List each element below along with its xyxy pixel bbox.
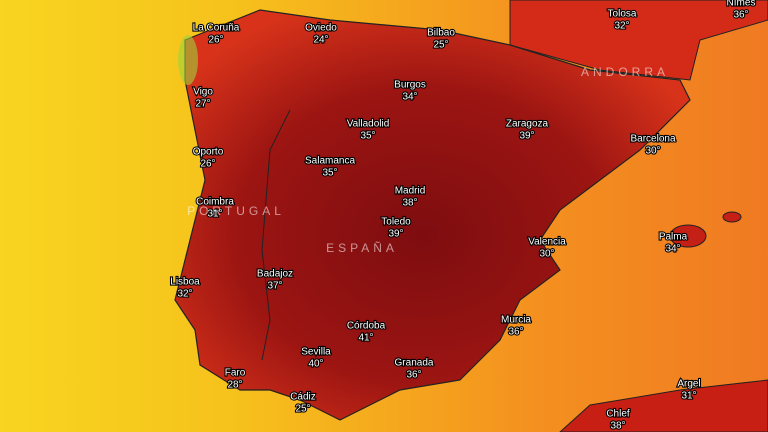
city-temp: 34° (402, 92, 417, 103)
city-temp: 35° (322, 168, 337, 179)
city-name: Oporto (193, 147, 224, 158)
city-name: Faro (225, 368, 246, 379)
city-temp: 31° (207, 209, 222, 220)
city-name: Toledo (381, 217, 411, 228)
city-name: Valladolid (347, 119, 390, 130)
city-name: Tolosa (608, 9, 637, 20)
city-temp: 36° (406, 370, 421, 381)
region-label: ESPAÑA (326, 241, 398, 255)
city-temp: 31° (681, 391, 696, 402)
city-temp: 26° (200, 159, 215, 170)
city-temp: 36° (508, 327, 523, 338)
city-name: Badajoz (257, 269, 293, 280)
city-name: Cádiz (290, 392, 316, 403)
africa (559, 379, 768, 432)
iberia (174, 9, 691, 421)
region-label: ANDORRA (581, 65, 669, 79)
city-temp: 38° (402, 198, 417, 209)
city-temp: 24° (313, 35, 328, 46)
labels: La Coruña26°Oviedo24°Bilbao25°Tolosa32°N… (169, 0, 756, 432)
city-temp: 41° (358, 333, 373, 344)
mallorca (669, 224, 707, 248)
city-name: Palma (659, 232, 688, 243)
city-name: Barcelona (630, 134, 675, 145)
city-name: Valencia (528, 237, 566, 248)
city-temp: 27° (195, 99, 210, 110)
city-name: Chlef (606, 409, 630, 420)
city-name: Córdoba (347, 321, 386, 332)
city-temp: 39° (519, 131, 534, 142)
city-temp: 35° (360, 131, 375, 142)
menorca (722, 211, 742, 223)
border (261, 109, 291, 361)
city-name: Madrid (395, 186, 426, 197)
city-temp: 28° (227, 380, 242, 391)
city-temp: 34° (665, 244, 680, 255)
city-name: Granada (395, 358, 434, 369)
city-name: Salamanca (305, 156, 355, 167)
region-label: PORTUGAL (187, 204, 285, 218)
city-temp: 39° (388, 229, 403, 240)
city-name: Oviedo (305, 23, 337, 34)
city-temp: 25° (433, 40, 448, 51)
city-name: Bilbao (427, 28, 455, 39)
city-name: Murcia (501, 315, 531, 326)
city-name: Sevilla (301, 347, 331, 358)
city-temp: 26° (208, 35, 223, 46)
city-temp: 30° (539, 249, 554, 260)
city-name: Zaragoza (506, 119, 549, 130)
city-temp: 32° (614, 21, 629, 32)
city-name: Burgos (394, 80, 426, 91)
city-name: Coimbra (196, 197, 234, 208)
city-temp: 36° (733, 10, 748, 21)
city-temp: 37° (267, 281, 282, 292)
city-name: La Coruña (193, 23, 240, 34)
city-temp: 32° (177, 289, 192, 300)
city-name: Lisboa (170, 277, 200, 288)
city-temp: 38° (610, 421, 625, 432)
city-name: Vigo (193, 87, 213, 98)
city-name: Nîmes (727, 0, 756, 9)
cool-patch (178, 35, 198, 85)
city-name: Argel (677, 379, 700, 390)
city-temp: 40° (308, 359, 323, 370)
city-temp: 30° (645, 146, 660, 157)
city-temp: 25° (295, 404, 310, 415)
